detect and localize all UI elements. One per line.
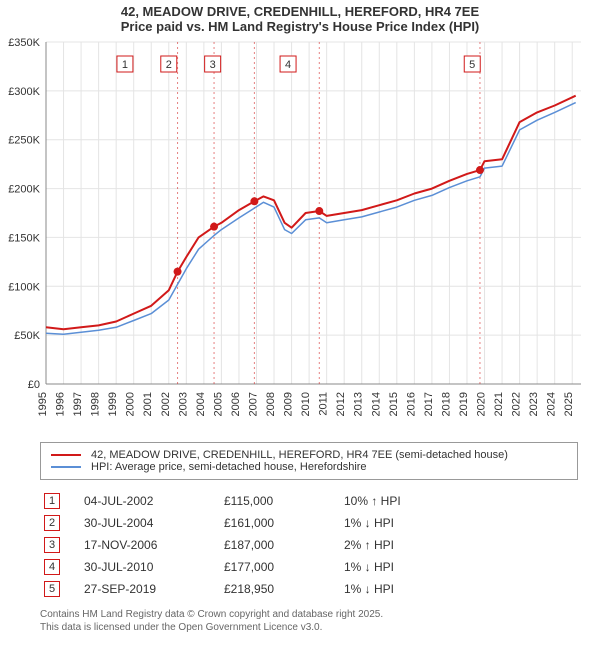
svg-text:2007: 2007 [247, 392, 259, 416]
sale-delta: 1% ↓ HPI [340, 556, 578, 578]
sale-price: £115,000 [220, 490, 340, 512]
svg-text:2014: 2014 [370, 392, 382, 416]
sale-price: £177,000 [220, 556, 340, 578]
sale-date: 17-NOV-2006 [80, 534, 220, 556]
svg-text:£150K: £150K [8, 232, 40, 244]
svg-text:£100K: £100K [8, 281, 40, 293]
svg-text:2015: 2015 [388, 392, 400, 416]
svg-text:2013: 2013 [353, 392, 365, 416]
svg-text:2023: 2023 [528, 392, 540, 416]
svg-text:£200K: £200K [8, 184, 40, 196]
sales-table: 1 04-JUL-2002£115,00010% ↑ HPI 2 30-JUL-200… [40, 490, 578, 600]
legend-row: 42, MEADOW DRIVE, CREDENHILL, HEREFORD, … [51, 449, 567, 461]
price-hpi-chart: £0 £50K £100K £150K £200K £250K £300K £350K 1995… [2, 36, 597, 436]
svg-text:2022: 2022 [511, 392, 523, 416]
svg-text:2024: 2024 [546, 392, 558, 416]
svg-text:1999: 1999 [107, 392, 119, 416]
chart-title-block: 42, MEADOW DRIVE, CREDENHILL, HEREFORD, … [0, 0, 600, 36]
svg-text:£0: £0 [28, 379, 40, 391]
svg-text:£300K: £300K [8, 86, 40, 98]
sale-delta: 1% ↓ HPI [340, 578, 578, 600]
chart-container: £0 £50K £100K £150K £200K £250K £300K £350K 1995… [2, 36, 597, 436]
footer-note: Contains HM Land Registry data © Crown c… [40, 608, 578, 634]
sale-index-box: 3 [44, 537, 60, 553]
svg-text:2016: 2016 [405, 392, 417, 416]
sale-delta: 10% ↑ HPI [340, 490, 578, 512]
svg-text:2002: 2002 [160, 392, 172, 416]
svg-text:£50K: £50K [14, 330, 40, 342]
svg-text:1996: 1996 [55, 392, 67, 416]
svg-text:£350K: £350K [8, 37, 40, 49]
sale-index-box: 5 [44, 581, 60, 597]
legend-swatch [51, 454, 81, 456]
sale-price: £218,950 [220, 578, 340, 600]
svg-text:2012: 2012 [335, 392, 347, 416]
svg-text:2003: 2003 [177, 392, 189, 416]
svg-text:£250K: £250K [8, 135, 40, 147]
svg-text:2006: 2006 [230, 392, 242, 416]
table-row: 2 30-JUL-2004£161,0001% ↓ HPI [40, 512, 578, 534]
svg-text:2021: 2021 [493, 392, 505, 416]
svg-text:1: 1 [122, 59, 128, 71]
legend-box: 42, MEADOW DRIVE, CREDENHILL, HEREFORD, … [40, 442, 578, 480]
sale-price: £161,000 [220, 512, 340, 534]
svg-text:2008: 2008 [265, 392, 277, 416]
svg-text:4: 4 [285, 59, 291, 71]
sale-date: 30-JUL-2004 [80, 512, 220, 534]
svg-text:2005: 2005 [212, 392, 224, 416]
sale-date: 30-JUL-2010 [80, 556, 220, 578]
svg-text:2025: 2025 [563, 392, 575, 416]
legend-swatch [51, 466, 81, 468]
footer-line-1: Contains HM Land Registry data © Crown c… [40, 608, 578, 621]
title-line-1: 42, MEADOW DRIVE, CREDENHILL, HEREFORD, … [8, 4, 592, 19]
svg-text:2017: 2017 [423, 392, 435, 416]
table-row: 4 30-JUL-2010£177,0001% ↓ HPI [40, 556, 578, 578]
legend-label: 42, MEADOW DRIVE, CREDENHILL, HEREFORD, … [91, 449, 508, 461]
sale-index-box: 2 [44, 515, 60, 531]
footer-line-2: This data is licensed under the Open Gov… [40, 621, 578, 634]
svg-text:2011: 2011 [318, 392, 330, 416]
svg-text:2018: 2018 [440, 392, 452, 416]
svg-text:2000: 2000 [125, 392, 137, 416]
svg-text:5: 5 [469, 59, 475, 71]
legend-label: HPI: Average price, semi-detached house,… [91, 461, 367, 473]
legend-row: HPI: Average price, semi-detached house,… [51, 461, 567, 473]
svg-text:2020: 2020 [476, 392, 488, 416]
svg-text:2004: 2004 [195, 392, 207, 416]
svg-text:2001: 2001 [142, 392, 154, 416]
svg-text:1998: 1998 [90, 392, 102, 416]
sale-delta: 2% ↑ HPI [340, 534, 578, 556]
sale-price: £187,000 [220, 534, 340, 556]
sale-date: 27-SEP-2019 [80, 578, 220, 600]
svg-text:2: 2 [166, 59, 172, 71]
svg-text:1997: 1997 [72, 392, 84, 416]
table-row: 5 27-SEP-2019£218,9501% ↓ HPI [40, 578, 578, 600]
svg-text:3: 3 [210, 59, 216, 71]
sale-index-box: 1 [44, 493, 60, 509]
sale-date: 04-JUL-2002 [80, 490, 220, 512]
title-line-2: Price paid vs. HM Land Registry's House … [8, 19, 592, 34]
svg-text:2009: 2009 [283, 392, 295, 416]
svg-text:2010: 2010 [300, 392, 312, 416]
sale-index-box: 4 [44, 559, 60, 575]
sale-delta: 1% ↓ HPI [340, 512, 578, 534]
svg-text:1995: 1995 [37, 392, 49, 416]
table-row: 3 17-NOV-2006£187,0002% ↑ HPI [40, 534, 578, 556]
svg-text:2019: 2019 [458, 392, 470, 416]
table-row: 1 04-JUL-2002£115,00010% ↑ HPI [40, 490, 578, 512]
